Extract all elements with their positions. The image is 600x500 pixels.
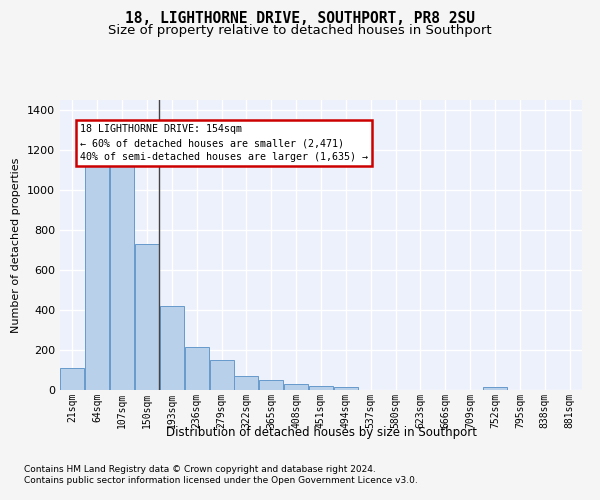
Bar: [334, 387, 358, 390]
Text: Contains public sector information licensed under the Open Government Licence v3: Contains public sector information licen…: [24, 476, 418, 485]
Bar: [309, 386, 333, 390]
Bar: [185, 347, 209, 390]
Text: 18, LIGHTHORNE DRIVE, SOUTHPORT, PR8 2SU: 18, LIGHTHORNE DRIVE, SOUTHPORT, PR8 2SU: [125, 11, 475, 26]
Bar: [209, 360, 233, 390]
Bar: [85, 159, 109, 390]
Bar: [135, 244, 159, 390]
Text: 18 LIGHTHORNE DRIVE: 154sqm
← 60% of detached houses are smaller (2,471)
40% of : 18 LIGHTHORNE DRIVE: 154sqm ← 60% of det…: [80, 124, 368, 162]
Bar: [160, 306, 184, 390]
Text: Size of property relative to detached houses in Southport: Size of property relative to detached ho…: [108, 24, 492, 37]
Bar: [284, 384, 308, 390]
Text: Contains HM Land Registry data © Crown copyright and database right 2024.: Contains HM Land Registry data © Crown c…: [24, 465, 376, 474]
Y-axis label: Number of detached properties: Number of detached properties: [11, 158, 22, 332]
Bar: [259, 380, 283, 390]
Bar: [61, 368, 85, 390]
Text: Distribution of detached houses by size in Southport: Distribution of detached houses by size …: [166, 426, 476, 439]
Bar: [110, 160, 134, 390]
Bar: [483, 387, 507, 390]
Bar: [235, 376, 259, 390]
